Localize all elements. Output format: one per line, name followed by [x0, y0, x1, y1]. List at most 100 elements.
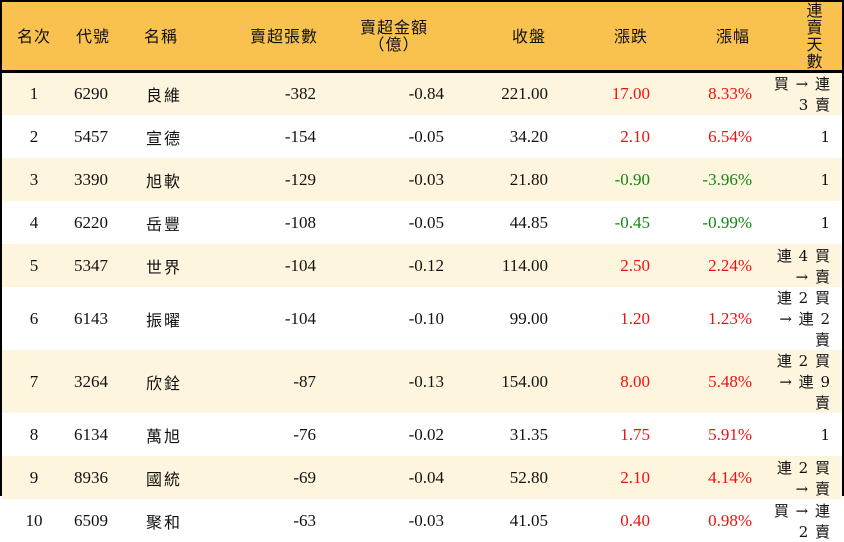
- cell-change: -0.45: [558, 201, 660, 244]
- cell-rank: 10: [2, 499, 66, 542]
- cell-net-sell-volume: -87: [214, 350, 324, 413]
- cell-name: 國統: [140, 456, 214, 499]
- cell-name: 欣銓: [140, 350, 214, 413]
- header-change: 漲跌: [558, 2, 660, 72]
- cell-net-sell-amount: -0.13: [324, 350, 454, 413]
- table-row: 4 6220 岳豐 -108 -0.05 44.85 -0.45 -0.99% …: [2, 201, 842, 244]
- cell-net-sell-volume: -129: [214, 158, 324, 201]
- cell-change: -0.90: [558, 158, 660, 201]
- cell-rank: 6: [2, 287, 66, 350]
- cell-consecutive-days: 1: [760, 115, 842, 158]
- cell-change-pct: 5.91%: [660, 413, 760, 456]
- cell-change-pct: 0.98%: [660, 499, 760, 542]
- cell-change: 1.20: [558, 287, 660, 350]
- cell-net-sell-volume: -69: [214, 456, 324, 499]
- cell-net-sell-volume: -108: [214, 201, 324, 244]
- cell-consecutive-days: 買 → 連 2 賣: [760, 499, 842, 542]
- cell-rank: 8: [2, 413, 66, 456]
- cell-net-sell-amount: -0.05: [324, 201, 454, 244]
- header-close: 收盤: [454, 2, 558, 72]
- table-row: 3 3390 旭軟 -129 -0.03 21.80 -0.90 -3.96% …: [2, 158, 842, 201]
- cell-rank: 5: [2, 244, 66, 287]
- cell-code: 6220: [66, 201, 140, 244]
- cell-change-pct: 8.33%: [660, 72, 760, 116]
- cell-change-pct: 5.48%: [660, 350, 760, 413]
- cell-code: 8936: [66, 456, 140, 499]
- cell-close: 114.00: [454, 244, 558, 287]
- cell-close: 221.00: [454, 72, 558, 116]
- cell-net-sell-amount: -0.03: [324, 499, 454, 542]
- header-consecutive-days: 連賣天數: [760, 2, 842, 72]
- cell-change-pct: 1.23%: [660, 287, 760, 350]
- cell-code: 6509: [66, 499, 140, 542]
- cell-code: 5457: [66, 115, 140, 158]
- cell-net-sell-amount: -0.03: [324, 158, 454, 201]
- header-code: 代號: [66, 2, 140, 72]
- table-body: 1 6290 良維 -382 -0.84 221.00 17.00 8.33% …: [2, 72, 842, 542]
- consecutive-days-text: 1: [820, 426, 830, 444]
- table-row: 2 5457 宣德 -154 -0.05 34.20 2.10 6.54% 1: [2, 115, 842, 158]
- consecutive-days-text: 1: [820, 128, 830, 146]
- cell-change-pct: -0.99%: [660, 201, 760, 244]
- consecutive-days-text: 1: [820, 214, 830, 232]
- cell-close: 34.20: [454, 115, 558, 158]
- cell-change: 2.10: [558, 456, 660, 499]
- header-net-sell-amount: 賣超金額 （億）: [324, 2, 454, 72]
- header-rank: 名次: [2, 2, 66, 72]
- header-name: 名稱: [140, 2, 214, 72]
- table-row: 5 5347 世界 -104 -0.12 114.00 2.50 2.24% 連…: [2, 244, 842, 287]
- table-row: 1 6290 良維 -382 -0.84 221.00 17.00 8.33% …: [2, 72, 842, 116]
- table-row: 6 6143 振曜 -104 -0.10 99.00 1.20 1.23% 連 …: [2, 287, 842, 350]
- cell-code: 6143: [66, 287, 140, 350]
- cell-rank: 2: [2, 115, 66, 158]
- cell-name: 世界: [140, 244, 214, 287]
- cell-name: 萬旭: [140, 413, 214, 456]
- cell-change-pct: 4.14%: [660, 456, 760, 499]
- consecutive-days-text: 買 → 連 3 賣: [774, 75, 830, 114]
- table-row: 7 3264 欣銓 -87 -0.13 154.00 8.00 5.48% 連 …: [2, 350, 842, 413]
- net-sell-ranking-table-container: 名次 代號 名稱 賣超張數 賣超金額 （億） 收盤 漲跌 漲幅 連賣天數 1 6…: [0, 0, 844, 496]
- table-row: 8 6134 萬旭 -76 -0.02 31.35 1.75 5.91% 1: [2, 413, 842, 456]
- cell-code: 3390: [66, 158, 140, 201]
- cell-net-sell-volume: -63: [214, 499, 324, 542]
- cell-change-pct: -3.96%: [660, 158, 760, 201]
- cell-rank: 9: [2, 456, 66, 499]
- cell-rank: 4: [2, 201, 66, 244]
- cell-change: 17.00: [558, 72, 660, 116]
- cell-code: 6134: [66, 413, 140, 456]
- cell-net-sell-volume: -154: [214, 115, 324, 158]
- cell-consecutive-days: 1: [760, 158, 842, 201]
- cell-close: 154.00: [454, 350, 558, 413]
- consecutive-days-text: 連 2 買 → 賣: [777, 459, 830, 498]
- cell-net-sell-volume: -104: [214, 244, 324, 287]
- cell-consecutive-days: 連 4 買 → 賣: [760, 244, 842, 287]
- cell-name: 良維: [140, 72, 214, 116]
- cell-close: 52.80: [454, 456, 558, 499]
- cell-net-sell-amount: -0.84: [324, 72, 454, 116]
- cell-net-sell-volume: -76: [214, 413, 324, 456]
- cell-net-sell-amount: -0.10: [324, 287, 454, 350]
- cell-consecutive-days: 連 2 買 → 連 2 賣: [760, 287, 842, 350]
- cell-close: 31.35: [454, 413, 558, 456]
- header-change-pct: 漲幅: [660, 2, 760, 72]
- cell-close: 99.00: [454, 287, 558, 350]
- cell-net-sell-amount: -0.04: [324, 456, 454, 499]
- cell-change: 2.10: [558, 115, 660, 158]
- cell-change: 0.40: [558, 499, 660, 542]
- cell-name: 旭軟: [140, 158, 214, 201]
- cell-net-sell-amount: -0.05: [324, 115, 454, 158]
- consecutive-days-text: 連 2 買 → 連 9 賣: [777, 352, 830, 412]
- cell-consecutive-days: 買 → 連 3 賣: [760, 72, 842, 116]
- cell-name: 振曜: [140, 287, 214, 350]
- cell-code: 6290: [66, 72, 140, 116]
- cell-rank: 1: [2, 72, 66, 116]
- cell-change: 8.00: [558, 350, 660, 413]
- cell-name: 聚和: [140, 499, 214, 542]
- cell-net-sell-volume: -104: [214, 287, 324, 350]
- cell-code: 3264: [66, 350, 140, 413]
- consecutive-days-text: 連 2 買 → 連 2 賣: [777, 289, 830, 349]
- consecutive-days-text: 連 4 買 → 賣: [777, 247, 830, 286]
- header-net-sell-volume: 賣超張數: [214, 2, 324, 72]
- header-net-sell-amount-line2: （億）: [344, 36, 444, 53]
- cell-change: 1.75: [558, 413, 660, 456]
